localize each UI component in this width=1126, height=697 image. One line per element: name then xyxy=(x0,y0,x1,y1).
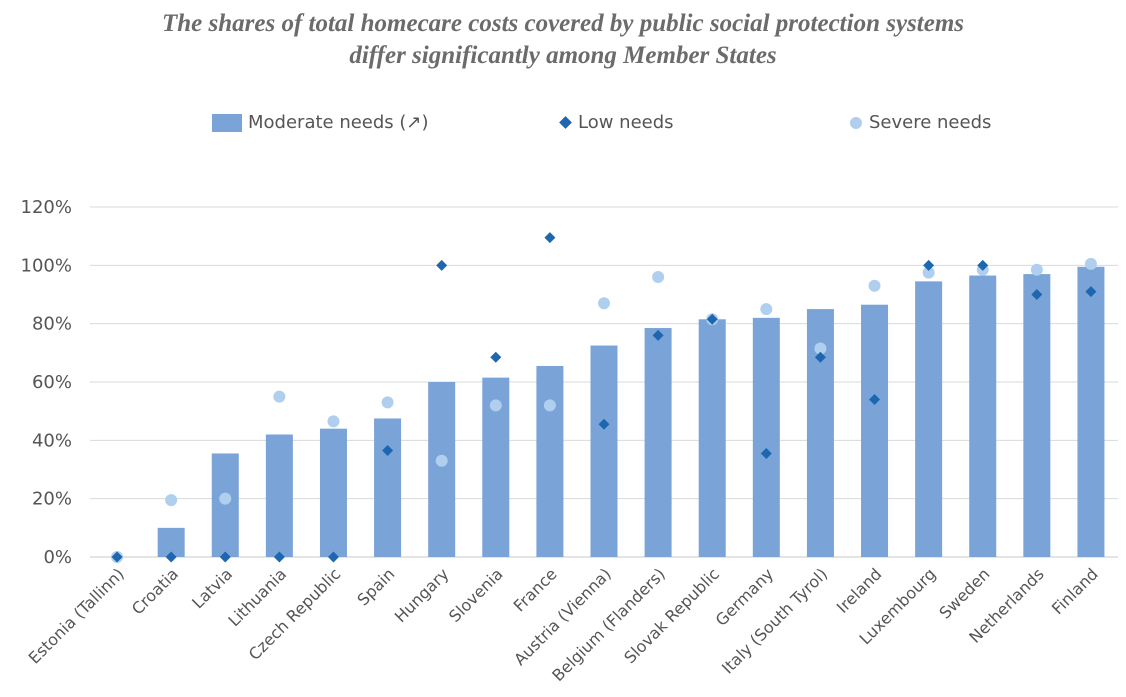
legend-label-moderate: Moderate needs (↗) xyxy=(248,112,429,133)
point-low-needs xyxy=(544,232,556,244)
bar-moderate-needs xyxy=(265,434,293,557)
point-severe-needs xyxy=(165,494,178,507)
y-tick-label: 120% xyxy=(21,197,72,218)
point-severe-needs xyxy=(652,271,665,283)
x-category-label: Slovak Republic xyxy=(620,564,723,667)
x-category-label: Austria (Vienna) xyxy=(510,564,615,669)
bar-moderate-needs xyxy=(698,319,726,557)
point-low-needs xyxy=(490,351,502,363)
point-low-needs xyxy=(706,313,718,325)
point-severe-needs xyxy=(381,396,394,409)
legend-item-severe: Severe needs xyxy=(850,112,991,133)
point-low-needs xyxy=(598,418,610,430)
y-tick-label: 60% xyxy=(32,372,72,393)
x-category-label: Estonia (Tallinn) xyxy=(25,564,128,667)
x-category-label: Latvia xyxy=(188,564,236,612)
y-tick-label: 40% xyxy=(32,430,72,451)
point-low-needs xyxy=(869,394,881,405)
point-low-needs xyxy=(165,551,177,563)
point-low-needs xyxy=(923,259,935,271)
legend-label-severe: Severe needs xyxy=(869,112,992,133)
bar-moderate-needs xyxy=(969,275,997,557)
chart-legend: Moderate needs (↗) Low needs Severe need… xyxy=(0,112,1126,140)
point-severe-needs xyxy=(489,399,502,412)
point-severe-needs xyxy=(598,297,610,310)
y-tick-label: 80% xyxy=(32,314,72,335)
chart-title-line-1: The shares of total homecare costs cover… xyxy=(162,10,964,37)
x-category-label: France xyxy=(510,564,561,615)
x-category-label: Italy (South Tyrol) xyxy=(718,564,831,677)
point-low-needs xyxy=(760,447,772,459)
point-low-needs xyxy=(436,259,448,271)
bar-moderate-needs xyxy=(428,382,456,557)
legend-item-low: Low needs xyxy=(558,112,674,133)
point-low-needs xyxy=(1085,286,1097,298)
bar-moderate-needs xyxy=(319,428,347,557)
legend-circle-swatch xyxy=(850,116,862,129)
y-tick-label: 100% xyxy=(21,255,72,276)
y-tick-label: 0% xyxy=(43,547,72,568)
point-severe-needs xyxy=(219,492,232,505)
x-category-label: Czech Republic xyxy=(245,564,345,664)
point-low-needs xyxy=(327,551,339,563)
bar-moderate-needs xyxy=(915,281,943,557)
bar-moderate-needs xyxy=(861,304,889,557)
point-severe-needs xyxy=(435,454,448,467)
x-category-label: Croatia xyxy=(128,564,182,618)
point-severe-needs xyxy=(868,279,881,292)
x-category-label: Finland xyxy=(1048,564,1102,618)
chart-title: The shares of total homecare costs cover… xyxy=(0,8,1126,72)
point-severe-needs xyxy=(327,415,340,428)
point-severe-needs xyxy=(1084,257,1097,270)
point-low-needs xyxy=(652,329,664,341)
point-severe-needs xyxy=(814,342,827,355)
x-category-label: Spain xyxy=(353,564,398,609)
x-category-label: Hungary xyxy=(391,564,453,626)
point-severe-needs xyxy=(1030,263,1043,276)
bar-moderate-needs xyxy=(211,453,239,557)
point-severe-needs xyxy=(922,266,935,279)
point-low-needs xyxy=(219,551,231,563)
point-low-needs xyxy=(382,445,394,457)
chart-title-line-2: differ significantly among Member States xyxy=(349,42,777,69)
bar-moderate-needs xyxy=(752,317,780,557)
point-low-needs xyxy=(111,551,123,563)
bar-moderate-needs xyxy=(1077,266,1105,557)
legend-label-low: Low needs xyxy=(578,112,674,133)
bar-moderate-needs xyxy=(1023,274,1051,557)
point-low-needs xyxy=(977,259,989,271)
x-category-label: Ireland xyxy=(833,564,886,617)
point-severe-needs xyxy=(273,390,286,403)
bar-moderate-needs xyxy=(374,418,402,557)
bar-moderate-needs xyxy=(536,365,564,557)
x-category-label: Slovenia xyxy=(445,564,507,626)
point-low-needs xyxy=(1031,289,1043,300)
legend-item-moderate: Moderate needs (↗) xyxy=(212,112,429,133)
point-low-needs xyxy=(273,551,285,563)
point-severe-needs xyxy=(760,303,773,316)
point-severe-needs xyxy=(543,399,556,412)
bar-moderate-needs xyxy=(590,345,618,557)
point-low-needs xyxy=(814,351,826,363)
bar-moderate-needs xyxy=(644,328,672,557)
y-tick-label: 20% xyxy=(32,489,72,510)
legend-bar-swatch xyxy=(212,113,242,132)
